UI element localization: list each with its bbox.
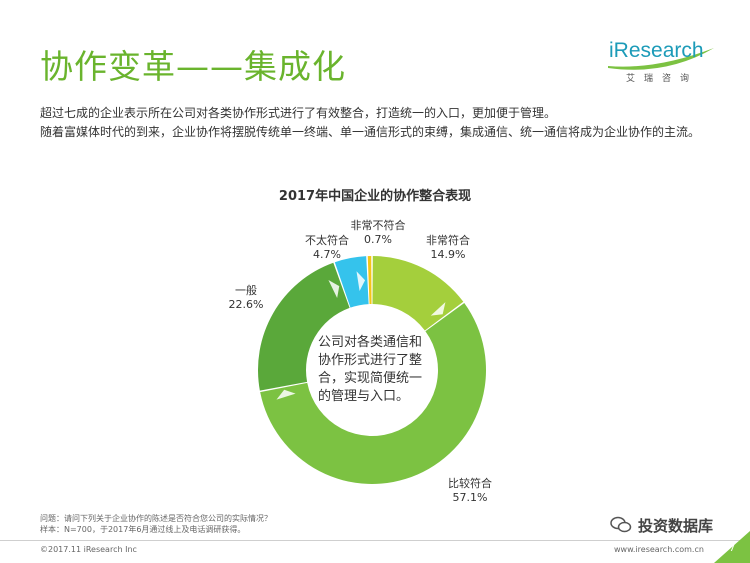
logo-wordmark: iResearch (609, 39, 704, 62)
donut-slice-4 (334, 256, 369, 308)
slice-arrow-1 (430, 302, 446, 316)
watermark-text: 投资数据库 (638, 516, 714, 535)
slice-value-3: 22.6% (229, 298, 264, 311)
wechat-watermark: 投资数据库 (610, 514, 713, 536)
slice-value-5: 0.7% (364, 233, 392, 246)
slice-label-1: 非常符合 (426, 233, 470, 247)
slice-arrow-4 (356, 271, 366, 291)
corner-decoration (714, 531, 750, 563)
slice-label-2: 比较符合 (448, 476, 492, 490)
slice-label-5: 非常不符合 (351, 218, 406, 232)
slice-value-2: 57.1% (453, 491, 488, 504)
chart-center-text: 公司对各类通信和协作形式进行了整合，实现简便统一的管理与入口。 (318, 335, 423, 404)
footnote: 问题：请问下列关于企业协作的陈述是否符合您公司的实际情况？ 样本：N=700，于… (40, 513, 272, 535)
intro-line-2: 随着富媒体时代的到来，企业协作将摆脱传统单一终端、单一通信形式的束缚，集成通信、… (40, 125, 701, 139)
page-number: 7 (729, 543, 736, 554)
slice-label-4: 不太符合 (305, 233, 349, 247)
intro-line-1: 超过七成的企业表示所在公司对各类协作形式进行了有效整合，打造统一的入口，更加便于… (40, 106, 557, 120)
footer-divider (0, 540, 750, 541)
logo-subtitle: 艾瑞咨询 (626, 74, 699, 84)
chart-title: 2017年中国企业的协作整合表现 (278, 189, 472, 204)
website-link[interactable]: www.iresearch.com.cn (614, 545, 704, 554)
slice-arrow-2 (276, 389, 296, 400)
donut-slice-5 (367, 256, 372, 305)
page-title: 协作变革——集成化 (40, 47, 346, 86)
wechat-icon (610, 516, 632, 533)
slice-value-4: 4.7% (313, 248, 341, 261)
intro-text: 超过七成的企业表示所在公司对各类协作形式进行了有效整合，打造统一的入口，更加便于… (40, 104, 720, 142)
donut-slice-2 (260, 303, 486, 484)
slice-value-1: 14.9% (431, 248, 466, 261)
donut-slice-3 (258, 262, 350, 391)
logo-swoosh-icon (608, 48, 714, 70)
iresearch-logo: iResearch 艾瑞咨询 (606, 36, 718, 92)
slice-label-3: 一般 (235, 284, 257, 297)
footnote-sample: 样本：N=700，于2017年6月通过线上及电话调研获得。 (40, 525, 246, 534)
copyright: ©2017.11 iResearch Inc (40, 545, 137, 554)
slice-arrow-3 (328, 279, 340, 298)
footnote-question: 问题：请问下列关于企业协作的陈述是否符合您公司的实际情况？ (40, 514, 272, 523)
